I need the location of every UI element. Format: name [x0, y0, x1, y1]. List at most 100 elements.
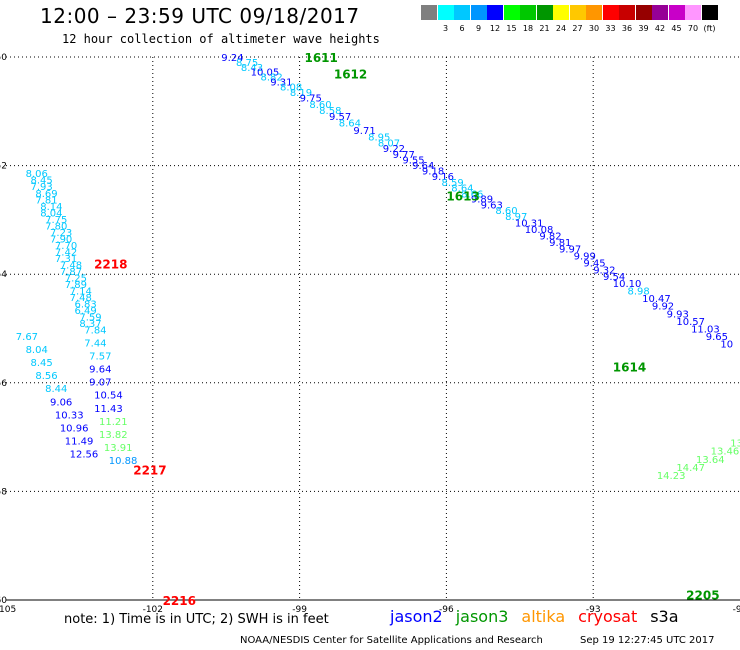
- scale-label: 27: [572, 24, 583, 33]
- swh-value-label: 7.48: [70, 293, 92, 304]
- pass-time-label: 2205: [686, 589, 719, 603]
- satellite-jason3: jason3: [455, 607, 509, 626]
- swh-value-label: 8.75: [236, 58, 258, 69]
- swh-value-label: 9.32: [593, 265, 615, 276]
- swh-value-label: 9.54: [603, 272, 625, 283]
- x-tick-label: -99: [292, 605, 307, 615]
- scale-label: 39: [638, 24, 649, 33]
- swh-value-label: 9.75: [300, 94, 322, 105]
- swh-value-label: 9.77: [393, 150, 415, 161]
- swh-value-label: 9.22: [383, 144, 405, 155]
- swh-value-label: 9.16: [432, 172, 454, 183]
- swh-value-label: 7.80: [45, 221, 67, 232]
- pass-time-label: 2218: [94, 257, 127, 271]
- swh-value-label: 9.82: [539, 232, 561, 243]
- swh-value-label: 7.23: [50, 228, 72, 239]
- swh-value-label: 7.75: [45, 215, 67, 226]
- swh-value-label: 8.56: [35, 371, 57, 382]
- swh-value-label: 9.93: [667, 309, 689, 320]
- swh-value-label: 10.47: [642, 294, 671, 305]
- scale-label: 3: [442, 24, 449, 33]
- swh-value-label: 8.64: [451, 183, 473, 194]
- swh-value-label: 10.31: [515, 219, 544, 230]
- swh-value-label: 7.87: [60, 267, 82, 278]
- swh-value-label: 8.45: [30, 358, 52, 369]
- swh-value-label: 7.44: [84, 339, 106, 350]
- scale-swatch: [652, 5, 668, 20]
- swh-value-label: 9.99: [574, 252, 596, 263]
- scale-label: 30: [588, 24, 600, 33]
- swh-value-label: 6.83: [75, 300, 97, 311]
- swh-value-label: 8.58: [319, 106, 341, 117]
- scale-swatch: [454, 5, 470, 20]
- swh-value-label: 7.93: [30, 182, 52, 193]
- swh-value-label: 9.31: [270, 77, 292, 88]
- swh-value-label: 10.33: [55, 410, 84, 421]
- swh-value-label: 8.60: [309, 100, 331, 111]
- swh-value-label: 8.44: [45, 384, 67, 395]
- scale-swatch: [487, 5, 503, 20]
- x-tick-label: -93: [586, 605, 601, 615]
- swh-value-label: 10.88: [109, 456, 138, 467]
- swh-value-label: 10.96: [60, 423, 89, 434]
- swh-value-label: 12.56: [70, 449, 99, 460]
- swh-value-label: 8.37: [79, 319, 101, 330]
- pass-time-label: 1611: [304, 51, 337, 65]
- swh-value-label: 9.07: [89, 378, 111, 389]
- scale-label: 33: [605, 24, 616, 33]
- swh-value-label: 13.1: [730, 439, 740, 450]
- scale-swatch: [520, 5, 536, 20]
- swh-value-label: 14.47: [676, 463, 705, 474]
- scale-swatch: [503, 5, 520, 20]
- pass-time-label: 1613: [446, 189, 479, 203]
- x-tick-label: -90: [733, 605, 740, 615]
- scale-swatch: [685, 5, 701, 20]
- swh-value-label: 7.84: [84, 326, 106, 337]
- scale-swatch: [437, 5, 454, 20]
- satellite-s3a: s3a: [650, 607, 679, 626]
- swh-value-label: 9.65: [706, 332, 728, 343]
- swh-value-label: 8.04: [40, 208, 62, 219]
- swh-value-label: 8.43: [241, 63, 263, 74]
- swh-value-label: 13.82: [99, 430, 128, 441]
- axis-tick-labels: -105 -102 -99 -96 -93 -90 -50 -52 -54 -56 -58 -60: [0, 53, 740, 615]
- swh-value-label: 8.04: [26, 345, 48, 356]
- swh-value-label: 14.23: [657, 471, 686, 482]
- scale-label: 24: [555, 24, 567, 33]
- swh-value-label: 7.42: [55, 247, 77, 258]
- y-tick-label: -54: [0, 270, 7, 280]
- scale-label: 45: [671, 24, 682, 33]
- y-tick-label: -52: [0, 162, 7, 172]
- swh-value-label: 7.25: [65, 273, 87, 284]
- swh-value-label: 9.64: [412, 161, 434, 172]
- x-tick-label: -105: [0, 605, 16, 615]
- pass-time-label: 1612: [334, 67, 367, 81]
- satellite-cryosat: cryosat: [578, 607, 638, 626]
- swh-value-label: 8.45: [30, 176, 52, 187]
- swh-value-label: 7.90: [50, 234, 72, 245]
- swh-value-label: 8.95: [368, 132, 390, 143]
- swh-value-label: 7.70: [55, 241, 77, 252]
- footer-credit: NOAA/NESDIS Center for Satellite Applica…: [240, 635, 543, 646]
- scale-swatch: [586, 5, 602, 20]
- scale-swatch: [635, 5, 652, 20]
- scale-label: 6: [459, 24, 465, 33]
- pass-time-label: 2216: [163, 594, 196, 608]
- swh-value-label: 8.59: [442, 178, 464, 189]
- swh-value-label: 8.14: [40, 202, 62, 213]
- swh-value-label: 13.64: [696, 455, 725, 466]
- scale-swatch: [470, 5, 487, 20]
- swh-value-label: 8.97: [505, 212, 527, 223]
- x-tick-label: -102: [143, 605, 163, 615]
- swh-value-label: 10.54: [94, 391, 123, 402]
- swh-value-label: 13.46: [711, 447, 740, 458]
- swh-value-label: 7.14: [70, 286, 92, 297]
- swh-value-label: 8.08: [280, 82, 302, 93]
- swh-value-label: 11.03: [691, 325, 720, 336]
- swh-value-label: 9.18: [422, 166, 444, 177]
- swh-value-label: 6.49: [75, 306, 97, 317]
- scale-label: (ft): [703, 24, 716, 33]
- swh-value-label: 9.71: [353, 126, 375, 137]
- satellite-altika: altika: [521, 607, 566, 626]
